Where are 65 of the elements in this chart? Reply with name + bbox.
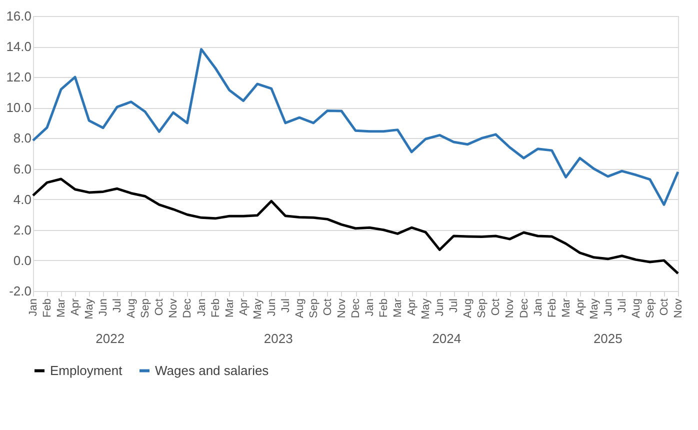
x-tick-label: Feb — [42, 298, 54, 318]
x-tick-label: Mar — [224, 298, 236, 318]
legend-label: Employment — [50, 362, 123, 378]
x-tick-label: Jun — [602, 298, 614, 316]
x-tick-label: Apr — [70, 298, 82, 316]
x-tick-label: Feb — [378, 298, 390, 318]
y-tick-label: 12.0 — [6, 70, 32, 85]
x-tick-label: Oct — [490, 298, 502, 316]
text: 2024 — [432, 331, 462, 346]
x-tick-label: Aug — [630, 298, 642, 318]
x-tick-label: Sep — [140, 298, 152, 318]
x-tick-label: May — [420, 298, 432, 320]
y-tick-label: -2.0 — [9, 284, 32, 298]
x-tick-label: Jan — [28, 298, 40, 316]
x-tick-label: Oct — [154, 298, 166, 316]
x-tick-label: May — [588, 298, 600, 320]
x-tick-label: Nov — [168, 298, 180, 318]
y-tick-label: 10.0 — [6, 100, 32, 116]
x-tick-label: Jun — [98, 298, 110, 316]
x-tick-label: Apr — [238, 298, 250, 316]
x-tick-label: Oct — [322, 298, 334, 316]
x-tick-label: Jan — [532, 298, 544, 316]
x-tick-label: Apr — [406, 298, 418, 316]
x-tick-label: Jan — [364, 298, 376, 316]
x-tick-label: Sep — [308, 298, 320, 318]
x-tick-label: Jul — [112, 298, 124, 313]
y-tick-label: 14.0 — [6, 39, 32, 54]
x-tick-label: Aug — [294, 298, 306, 318]
x-tick-label: Nov — [504, 298, 516, 318]
x-tick-label: Aug — [462, 298, 474, 318]
x-tick-label: Feb — [546, 298, 558, 318]
x-tick-label: Mar — [392, 298, 404, 318]
x-tick-label: Jan — [196, 298, 208, 316]
x-tick-label: Apr — [574, 298, 586, 316]
x-tick-label: Jul — [280, 298, 292, 313]
x-tick-label: Aug — [126, 298, 138, 318]
x-tick-label: Oct — [658, 298, 670, 316]
x-tick-label: Nov — [672, 298, 684, 318]
x-tick-label: Jul — [448, 298, 460, 313]
x-tick-label: Jun — [434, 298, 446, 316]
x-tick-label: Dec — [182, 298, 194, 318]
x-tick-label: Feb — [210, 298, 222, 318]
x-tick-label: May — [252, 298, 264, 320]
y-tick-label: 2.0 — [13, 222, 32, 238]
x-tick-label: Nov — [336, 298, 348, 318]
y-tick-label: 4.0 — [13, 192, 32, 207]
x-tick-label: Jun — [266, 298, 278, 316]
y-tick-label: 8.0 — [13, 130, 32, 146]
x-tick-label: Mar — [56, 298, 68, 318]
x-tick-label: Dec — [350, 298, 362, 318]
text: 2025 — [593, 331, 622, 346]
y-tick-label: 6.0 — [13, 161, 32, 176]
y-tick-label: 0.0 — [13, 252, 32, 268]
x-tick-label: Dec — [518, 298, 530, 318]
x-tick-label: Sep — [476, 298, 488, 318]
text: 2022 — [96, 331, 125, 346]
legend-label: Wages and salaries — [155, 362, 270, 378]
x-tick-label: Sep — [644, 298, 656, 318]
x-tick-label: Jul — [616, 298, 628, 313]
x-tick-label: Mar — [560, 298, 572, 318]
text: 2023 — [264, 331, 293, 346]
x-tick-label: May — [84, 298, 96, 320]
y-tick-label: 16.0 — [6, 8, 32, 24]
line-series — [32, 48, 680, 206]
line-series — [32, 178, 680, 275]
